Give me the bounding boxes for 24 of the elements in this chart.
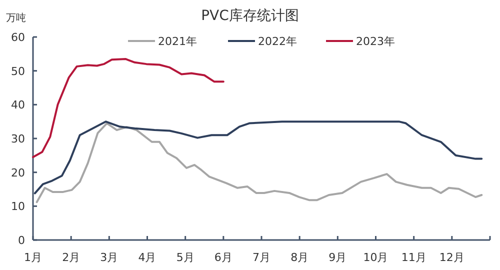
x-tick-label: 2月 <box>62 251 80 264</box>
x-tick-label: 6月 <box>214 251 232 264</box>
y-tick-label: 30 <box>11 132 25 146</box>
x-tick-label: 7月 <box>252 251 270 264</box>
y-tick-label: 10 <box>11 200 25 214</box>
x-tick-label: 10月 <box>363 251 388 264</box>
x-tick-label: 8月 <box>290 251 309 264</box>
x-tick-label: 9月 <box>328 251 347 264</box>
chart-title: PVC库存统计图 <box>201 8 299 24</box>
x-tick-label: 3月 <box>100 251 118 264</box>
legend-label: 2021年 <box>158 35 197 48</box>
x-tick-label: 1月 <box>24 251 42 264</box>
x-tick-label: 5月 <box>176 251 194 264</box>
x-tick-label: 11月 <box>401 251 426 264</box>
x-tick-label: 4月 <box>138 251 156 264</box>
legend-label: 2022年 <box>258 35 297 48</box>
y-tick-label: 40 <box>11 98 25 112</box>
y-tick-label: 0 <box>18 234 25 247</box>
legend-label: 2023年 <box>356 35 395 48</box>
x-tick-label: 12月 <box>439 251 464 264</box>
y-tick-label: 60 <box>11 31 25 44</box>
y-tick-label: 50 <box>11 64 25 78</box>
y-axis-title: 万吨 <box>6 12 26 24</box>
y-tick-label: 20 <box>11 166 25 180</box>
